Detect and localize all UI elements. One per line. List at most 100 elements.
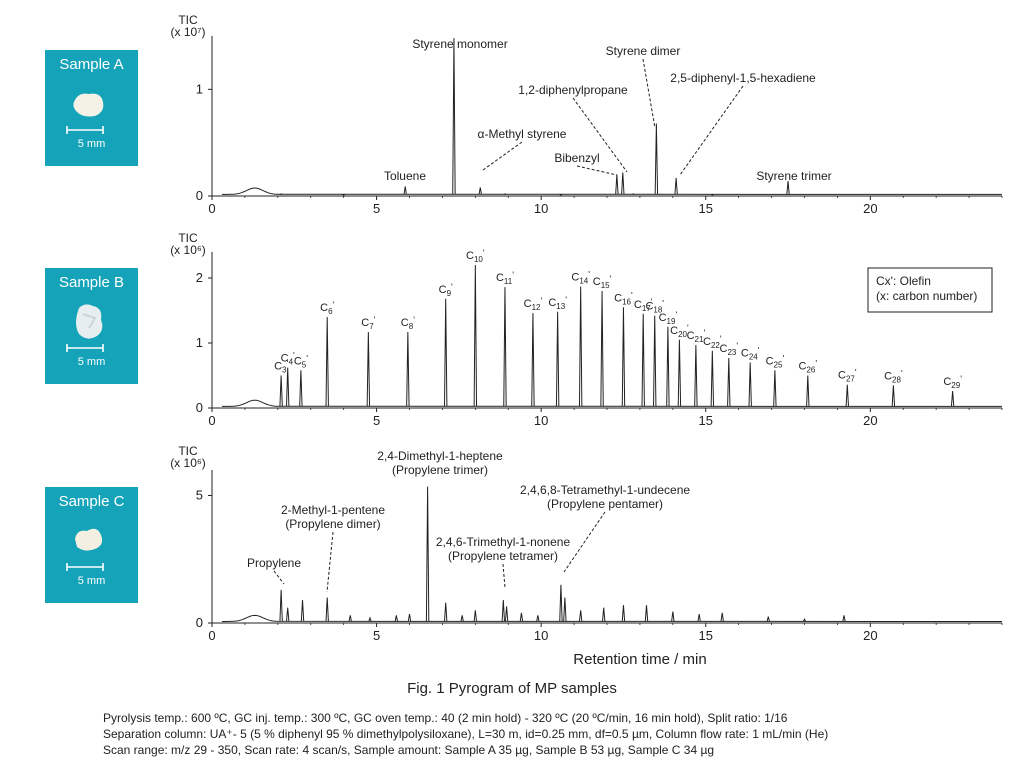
sample-c-photo: Sample C 5 mm	[45, 487, 138, 603]
y-axis-unit: (x 10⁷)	[170, 25, 205, 39]
x-tick-label: 10	[534, 201, 548, 216]
peak-mark	[325, 316, 329, 407]
peak-mark	[694, 344, 698, 407]
peak-label: C13'	[548, 295, 567, 311]
y-tick-label: 1	[196, 81, 203, 96]
peak-label: C8'	[401, 315, 415, 331]
peak-mark	[394, 615, 399, 622]
y-tick-label: 1	[196, 335, 203, 350]
peak-mark	[654, 123, 659, 195]
condition-line-1: Pyrolysis temp.: 600 ºC, GC inj. temp.: …	[103, 711, 788, 725]
peak-mark	[666, 326, 670, 407]
peak-mark	[348, 615, 352, 622]
peak-label: C10'	[466, 248, 485, 264]
peak-label: C25'	[766, 353, 785, 369]
peak-mark	[407, 613, 412, 622]
peak-mark	[286, 607, 290, 622]
annotation-leader	[482, 141, 523, 171]
x-tick-label: 15	[699, 628, 713, 643]
peak-label: C19'	[659, 310, 678, 326]
peak-label: C7'	[361, 315, 375, 331]
peak-annotation: (Propylene tetramer)	[448, 549, 558, 563]
y-tick-label: 0	[196, 188, 203, 203]
peak-annotation: Propylene	[247, 556, 301, 570]
peak-mark	[766, 616, 770, 622]
sample-c-image	[66, 528, 104, 571]
x-tick-label: 20	[863, 628, 877, 643]
sample-b-photo: Sample B 5 mm	[45, 268, 138, 384]
peak-mark	[653, 315, 657, 407]
peak-annotation: (Propylene dimer)	[285, 517, 380, 531]
annotation-leader	[576, 165, 618, 176]
peak-mark	[406, 331, 410, 407]
peak-mark	[600, 290, 604, 407]
condition-line-3: Scan range: m/z 29 - 350, Scan rate: 4 s…	[103, 743, 715, 757]
peak-annotation: (Propylene trimer)	[392, 463, 488, 477]
peak-label: C23'	[720, 341, 739, 357]
peak-annotation: 2,4-Dimethyl-1-heptene	[377, 449, 503, 463]
peak-mark	[473, 610, 478, 622]
x-tick-label: 10	[534, 628, 548, 643]
peak-mark	[773, 370, 777, 407]
peak-label: C27'	[838, 368, 857, 384]
x-tick-label: 0	[208, 628, 215, 643]
peak-mark	[403, 186, 407, 195]
annotation-leader	[679, 85, 744, 176]
peak-mark	[536, 615, 540, 622]
peak-mark	[748, 362, 752, 407]
x-tick-label: 20	[863, 413, 877, 428]
x-tick-label: 5	[373, 201, 380, 216]
peak-mark	[710, 193, 714, 196]
x-tick-label: 15	[699, 201, 713, 216]
peak-mark	[802, 618, 807, 622]
peak-mark	[279, 193, 283, 195]
x-tick-label: 5	[373, 413, 380, 428]
peak-mark	[674, 177, 678, 195]
peak-mark	[644, 605, 649, 622]
peak-mark	[677, 339, 682, 407]
y-axis-label: TIC	[178, 444, 198, 458]
peak-mark	[279, 589, 283, 622]
y-axis-label: TIC	[178, 231, 198, 245]
peak-label: C11'	[496, 270, 514, 286]
peak-label: C17'	[634, 297, 653, 313]
peak-mark	[727, 357, 731, 407]
peak-mark	[842, 615, 846, 622]
peak-label: C9'	[439, 282, 453, 298]
peak-mark	[710, 350, 715, 407]
baseline-trace	[221, 399, 1003, 407]
peak-annotation: Toluene	[384, 169, 426, 183]
peak-mark	[578, 286, 583, 407]
sample-a-image	[66, 93, 104, 134]
peak-label: C20'	[670, 323, 689, 339]
peak-annotation: (Propylene pentamer)	[547, 497, 663, 511]
peak-label: C4'	[281, 351, 295, 367]
peak-annotation: Styrene dimer	[606, 44, 681, 58]
peak-label: C28'	[884, 368, 903, 384]
peak-mark	[671, 611, 675, 622]
legend-line: (x: carbon number)	[876, 289, 977, 303]
x-tick-label: 10	[534, 413, 548, 428]
peak-mark	[444, 298, 448, 407]
peak-mark	[504, 606, 509, 622]
y-tick-label: 0	[196, 400, 203, 415]
peak-mark	[503, 193, 507, 195]
peak-mark	[641, 313, 645, 407]
peak-mark	[425, 486, 430, 622]
peak-label: C22'	[703, 334, 722, 350]
peak-mark	[621, 605, 626, 622]
peak-label: C15'	[593, 274, 612, 290]
peak-mark	[325, 597, 329, 622]
sample-b-label: Sample B	[58, 274, 125, 291]
annotation-leader	[326, 531, 334, 593]
condition-line-2: Separation column: UA⁺- 5 (5 % diphenyl …	[103, 727, 829, 741]
y-tick-label: 5	[196, 488, 203, 503]
peak-mark	[950, 391, 955, 407]
sample-c-scale: 5 mm	[77, 575, 106, 587]
peak-label: C12'	[524, 296, 543, 312]
peak-annotation: Styrene trimer	[756, 169, 831, 183]
peak-mark	[559, 193, 563, 196]
peak-mark	[786, 181, 790, 195]
peak-annotation: α-Methyl styrene	[478, 127, 567, 141]
baseline-trace	[221, 614, 1003, 622]
